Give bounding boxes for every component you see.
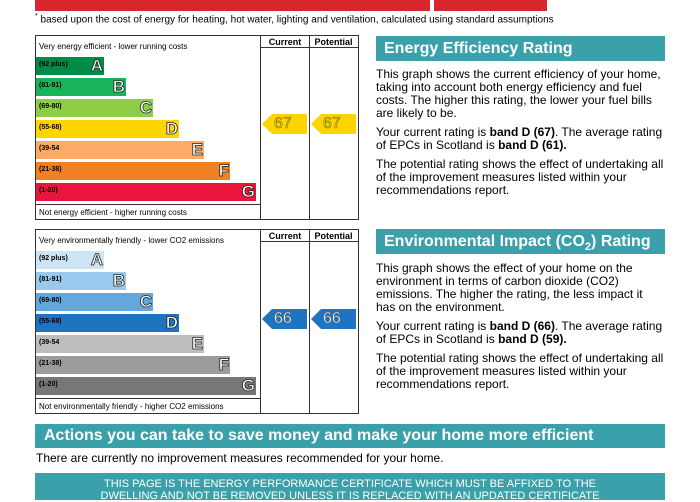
band-letter: C <box>139 292 152 312</box>
band-range: (81-91) <box>39 82 62 89</box>
band-letter: G <box>241 182 255 202</box>
band-d: (55-68) D <box>36 313 179 333</box>
env-potential-column-header: Potential <box>314 231 353 241</box>
cost-banner <box>35 0 430 11</box>
energy-bottom-note: Not energy efficient - higher running co… <box>39 208 187 217</box>
band-g: (1-20) G <box>36 182 256 202</box>
band-e: (39-54 E <box>36 334 204 354</box>
band-g: (1-20) G <box>36 376 256 396</box>
band-range: (39-54 <box>39 145 60 152</box>
band-letter: G <box>241 376 255 396</box>
env-current-value: 66 <box>274 310 292 327</box>
band-b: (81-91) B <box>36 271 126 291</box>
actions-title: Actions you can take to save money and m… <box>35 424 665 448</box>
band-letter: F <box>218 355 229 375</box>
band-d: (55-68) D <box>36 119 179 139</box>
band-letter: B <box>112 271 125 291</box>
band-range: (1-20) <box>39 187 58 194</box>
band-range: (39-54 <box>39 339 60 346</box>
band-letter: A <box>90 56 103 76</box>
band-range: (92 plus) <box>39 61 68 68</box>
band-e: (39-54 E <box>36 140 204 160</box>
band-c: (69-80) C <box>36 98 153 118</box>
band-letter: D <box>165 119 178 139</box>
band-f: (21-38) F <box>36 161 230 181</box>
band-c: (69-80) C <box>36 292 153 312</box>
band-range: (69-80) <box>39 297 62 304</box>
band-a: (92 plus) A <box>36 56 104 76</box>
band-range: (92 plus) <box>39 255 68 262</box>
env-current-marker: 66 <box>262 309 308 329</box>
band-letter: F <box>218 161 229 181</box>
band-letter: E <box>191 140 203 160</box>
band-range: (55-68) <box>39 318 62 325</box>
footnote: * based upon the cost of energy for heat… <box>35 13 554 26</box>
band-letter: C <box>139 98 152 118</box>
band-a: (92 plus) A <box>36 250 104 270</box>
energy-current-marker: 67 <box>262 114 308 134</box>
energy-efficiency-text: This graph shows the current efficiency … <box>376 67 664 197</box>
environmental-impact-title: Environmental Impact (CO2) Rating <box>376 229 665 254</box>
env-current-column-header: Current <box>268 231 302 241</box>
env-top-note: Very environmentally friendly - lower CO… <box>39 236 224 245</box>
band-f: (21-38) F <box>36 355 230 375</box>
band-range: (55-68) <box>39 124 62 131</box>
cost-value-box <box>434 0 547 11</box>
band-range: (1-20) <box>39 381 58 388</box>
band-range: (81-91) <box>39 276 62 283</box>
potential-column-header: Potential <box>314 37 353 47</box>
energy-current-value: 67 <box>274 115 292 133</box>
energy-potential-value: 67 <box>323 115 341 133</box>
current-column-header: Current <box>268 37 302 47</box>
energy-efficiency-title: Energy Efficiency Rating <box>376 36 665 61</box>
energy-top-note: Very energy efficient - lower running co… <box>39 42 188 51</box>
env-potential-value: 66 <box>323 310 341 327</box>
actions-text: There are currently no improvement measu… <box>36 451 444 465</box>
band-letter: A <box>90 250 103 270</box>
certificate-notice: THIS PAGE IS THE ENERGY PERFORMANCE CERT… <box>35 473 665 502</box>
band-letter: B <box>112 77 125 97</box>
band-letter: E <box>191 334 203 354</box>
band-letter: D <box>165 313 178 333</box>
energy-potential-marker: 67 <box>311 114 356 134</box>
band-range: (69-80) <box>39 103 62 110</box>
band-range: (21-38) <box>39 166 62 173</box>
env-bottom-note: Not environmentally friendly - higher CO… <box>39 402 224 411</box>
band-range: (21-38) <box>39 360 62 367</box>
environmental-impact-text: This graph shows the effect of your home… <box>376 261 664 391</box>
band-b: (81-91) B <box>36 77 126 97</box>
env-potential-marker: 66 <box>311 309 356 329</box>
